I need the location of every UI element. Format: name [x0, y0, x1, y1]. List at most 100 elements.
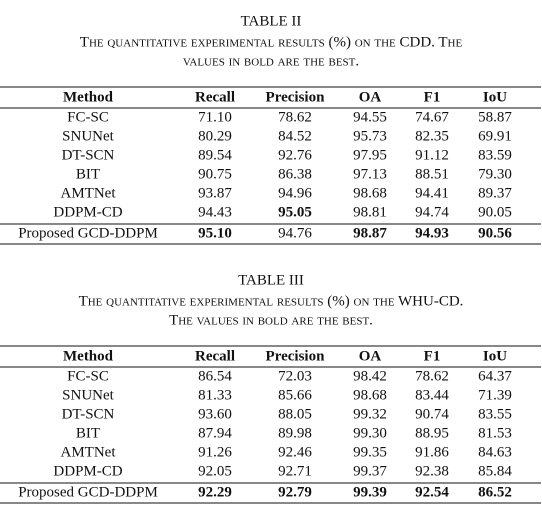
method-name: Proposed GCD-DDPM: [18, 225, 158, 241]
method-name: AMTNet: [61, 185, 117, 201]
table-title: TABLE II: [241, 13, 302, 29]
cell-value: 94.41: [415, 185, 449, 201]
cell-value: 99.35: [353, 444, 387, 460]
cell-value: 81.53: [478, 425, 512, 441]
cell-value: 94.55: [353, 109, 387, 125]
column-header: Method: [63, 89, 114, 105]
cell-value: 64.37: [478, 368, 512, 384]
cell-value: 97.95: [353, 147, 387, 163]
cell-value: 90.05: [478, 204, 512, 220]
cell-value: 92.71: [278, 463, 312, 479]
cell-value: 86.54: [198, 368, 232, 384]
cell-value: 95.10: [198, 225, 232, 241]
cell-value: 84.52: [278, 128, 312, 144]
method-name: DT-SCN: [62, 406, 115, 422]
column-header: Precision: [266, 89, 326, 105]
cell-value: 98.68: [353, 387, 387, 403]
cell-value: 86.38: [278, 166, 312, 182]
cell-value: 90.75: [198, 166, 232, 182]
cell-value: 84.63: [478, 444, 512, 460]
cell-value: 93.60: [198, 406, 232, 422]
cell-value: 94.93: [415, 225, 449, 241]
column-header: Precision: [266, 348, 326, 364]
cell-value: 82.35: [415, 128, 449, 144]
cell-value: 87.94: [198, 425, 232, 441]
table-caption: The values in bold are the best.: [169, 312, 373, 328]
cell-value: 94.96: [278, 185, 312, 201]
cell-value: 89.37: [478, 185, 512, 201]
cell-value: 92.29: [198, 484, 232, 500]
cell-value: 92.76: [278, 147, 312, 163]
cell-value: 72.03: [278, 368, 312, 384]
table-caption: The quantitative experimental results (%…: [80, 34, 463, 50]
cell-value: 88.51: [415, 166, 449, 182]
table-caption: The quantitative experimental results (%…: [79, 293, 464, 309]
cell-value: 89.54: [198, 147, 232, 163]
cell-value: 80.29: [198, 128, 232, 144]
cell-value: 71.10: [198, 109, 232, 125]
cell-value: 98.81: [353, 204, 387, 220]
method-name: Proposed GCD-DDPM: [18, 484, 158, 500]
cell-value: 94.74: [415, 204, 449, 220]
cell-value: 91.26: [198, 444, 232, 460]
cell-value: 74.67: [415, 109, 449, 125]
column-header: IoU: [483, 89, 507, 105]
column-header: F1: [424, 89, 441, 105]
cell-value: 99.30: [353, 425, 387, 441]
cell-value: 91.86: [415, 444, 449, 460]
cell-value: 69.91: [478, 128, 512, 144]
method-name: SNUNet: [62, 387, 114, 403]
column-header: OA: [359, 348, 382, 364]
cell-value: 85.66: [278, 387, 312, 403]
cell-value: 95.05: [278, 204, 312, 220]
cell-value: 92.79: [278, 484, 312, 500]
cell-value: 92.05: [198, 463, 232, 479]
column-header: IoU: [483, 348, 507, 364]
cell-value: 99.37: [353, 463, 387, 479]
cell-value: 99.32: [353, 406, 387, 422]
cell-value: 92.54: [415, 484, 449, 500]
cell-value: 58.87: [478, 109, 512, 125]
table-title: TABLE III: [238, 272, 304, 288]
column-header: OA: [359, 89, 382, 105]
method-name: BIT: [76, 166, 100, 182]
cell-value: 88.95: [415, 425, 449, 441]
cell-value: 98.68: [353, 185, 387, 201]
cell-value: 83.55: [478, 406, 512, 422]
cell-value: 99.39: [353, 484, 387, 500]
cell-value: 90.56: [478, 225, 512, 241]
method-name: DT-SCN: [62, 147, 115, 163]
cell-value: 92.38: [415, 463, 449, 479]
cell-value: 95.73: [353, 128, 387, 144]
cell-value: 83.44: [415, 387, 449, 403]
cell-value: 85.84: [478, 463, 512, 479]
cell-value: 81.33: [198, 387, 232, 403]
method-name: BIT: [76, 425, 100, 441]
cell-value: 78.62: [415, 368, 449, 384]
cell-value: 78.62: [278, 109, 312, 125]
column-header: Recall: [195, 89, 235, 105]
cell-value: 90.74: [415, 406, 449, 422]
cell-value: 71.39: [478, 387, 512, 403]
cell-value: 83.59: [478, 147, 512, 163]
column-header: Recall: [195, 348, 235, 364]
cell-value: 79.30: [478, 166, 512, 182]
cell-value: 92.46: [278, 444, 312, 460]
cell-value: 91.12: [415, 147, 449, 163]
table-caption: values in bold are the best.: [183, 53, 359, 69]
method-name: FC-SC: [67, 109, 109, 125]
cell-value: 93.87: [198, 185, 232, 201]
cell-value: 94.76: [278, 225, 312, 241]
cell-value: 98.42: [353, 368, 387, 384]
method-name: SNUNet: [62, 128, 114, 144]
column-header: Method: [63, 348, 114, 364]
method-name: FC-SC: [67, 368, 109, 384]
cell-value: 98.87: [353, 225, 387, 241]
method-name: DDPM-CD: [53, 463, 122, 479]
cell-value: 89.98: [278, 425, 312, 441]
cell-value: 94.43: [198, 204, 232, 220]
cell-value: 88.05: [278, 406, 312, 422]
